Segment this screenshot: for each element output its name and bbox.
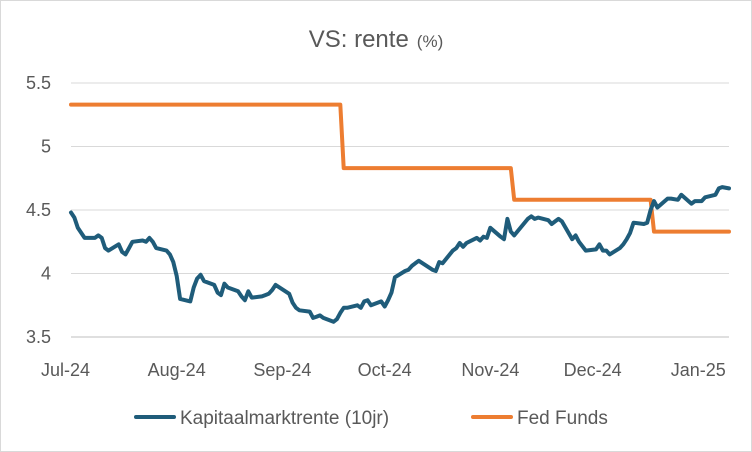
tick-labels: 3.5 4 4.5 5 5.5 Jul-24 Aug-24 Sep-24 Oct-24 Nov-2…	[26, 73, 726, 380]
gridlines	[71, 82, 729, 274]
legend-fed-funds-label: Fed Funds	[517, 408, 608, 429]
x-tick-label: Dec-24	[564, 360, 622, 380]
y-tick-label: 4	[41, 264, 51, 284]
chart-title-unit: (%)	[417, 32, 443, 51]
series-lines	[69, 102, 731, 324]
x-tick-label: Sep-24	[253, 360, 311, 380]
legend-kapitaalmarktrente-label: Kapitaalmarktrente (10jr)	[180, 408, 389, 429]
chart-title-main: VS: rente	[309, 26, 409, 53]
x-tick-label: Oct-24	[358, 360, 412, 380]
y-tick-label: 5	[41, 137, 51, 157]
x-tick-label: Jul-24	[41, 360, 90, 380]
chart-title: VS: rente (%)	[309, 26, 444, 53]
y-tick-label: 4.5	[26, 200, 51, 220]
y-tick-label: 3.5	[26, 327, 51, 347]
legend: Kapitaalmarktrente (10jr) Fed Funds	[134, 408, 608, 429]
series-line-kapitaalmarktrente-10jr	[69, 185, 731, 324]
series-line-fed-funds	[69, 102, 731, 234]
y-tick-label: 5.5	[26, 73, 51, 93]
x-tick-label: Nov-24	[461, 360, 519, 380]
x-tick-label: Aug-24	[148, 360, 206, 380]
x-tick-label: Jan-25	[671, 360, 726, 380]
